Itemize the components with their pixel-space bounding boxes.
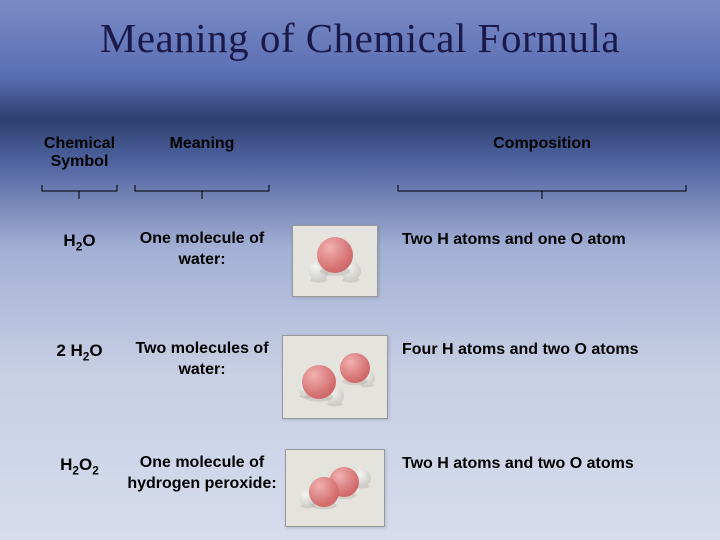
slide-title: Meaning of Chemical Formula <box>0 0 720 62</box>
meaning-cell: One molecule of hydrogen peroxide: <box>127 449 277 495</box>
molecule-cell <box>277 225 392 297</box>
composition-cell: Four H atoms and two O atoms <box>392 335 692 359</box>
symbol-cell: H2O2 <box>32 449 127 477</box>
molecule-cell <box>277 335 392 419</box>
bracket-symbol-icon <box>32 179 127 203</box>
header-row: Chemical Symbol Meaning Composition <box>32 135 692 171</box>
meaning-cell: One molecule of water: <box>127 225 277 271</box>
meaning-cell: Two molecules of water: <box>127 335 277 381</box>
molecule-icon <box>285 449 385 527</box>
symbol-cell: H2O <box>32 225 127 253</box>
data-row: H2OOne molecule of water: Two H atoms an… <box>32 225 692 305</box>
molecule-icon <box>292 225 378 297</box>
bracket-composition-icon <box>392 179 692 203</box>
composition-cell: Two H atoms and two O atoms <box>392 449 692 473</box>
slide: Meaning of Chemical Formula Chemical Sym… <box>0 0 720 540</box>
bracket-meaning-icon <box>127 179 277 203</box>
composition-cell: Two H atoms and one O atom <box>392 225 692 249</box>
header-meaning: Meaning <box>127 135 277 153</box>
data-row: H2O2One molecule of hydrogen peroxide: T… <box>32 449 692 529</box>
symbol-cell: 2 H2O <box>32 335 127 363</box>
molecule-icon <box>282 335 388 419</box>
header-symbol: Chemical Symbol <box>32 135 127 171</box>
data-row: 2 H2OTwo molecules of water: Four H atom… <box>32 335 692 419</box>
header-composition: Composition <box>392 135 692 153</box>
rows-container: H2OOne molecule of water: Two H atoms an… <box>32 225 692 529</box>
content-area: Chemical Symbol Meaning Composition <box>32 135 692 540</box>
molecule-cell <box>277 449 392 527</box>
bracket-row <box>32 179 692 203</box>
